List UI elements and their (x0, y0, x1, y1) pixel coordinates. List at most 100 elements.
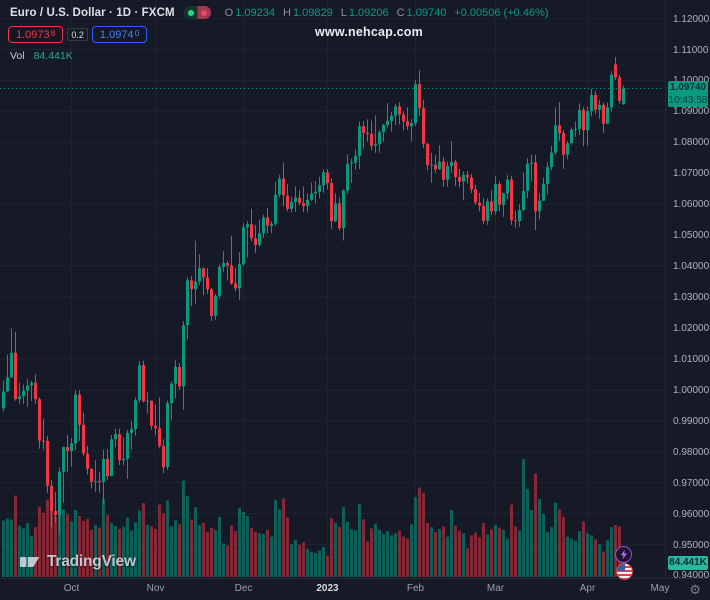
volume-bar (578, 531, 581, 577)
volume-bar (126, 517, 129, 577)
candle-body (382, 124, 385, 133)
volume-bar (110, 522, 113, 577)
price-tick: 0.97000 (673, 477, 710, 489)
us-flag-event-icon[interactable] (616, 563, 633, 580)
volume-bar (66, 514, 69, 577)
buy-sell-toggle[interactable] (183, 6, 211, 19)
candle-body (394, 106, 397, 116)
candle-body (482, 205, 485, 221)
candle-body (566, 143, 569, 155)
volume-value: 84.441K (33, 50, 73, 62)
volume-bar (270, 536, 273, 577)
volume-bar (530, 509, 533, 577)
lightning-event-icon[interactable] (615, 546, 632, 563)
candle-body (22, 390, 25, 397)
volume-bar (442, 526, 445, 577)
volume-bar (338, 527, 341, 577)
candle-body (118, 434, 121, 461)
candle-body (90, 468, 93, 482)
candle-body (246, 224, 249, 228)
candle-wick (387, 103, 388, 128)
volume-bar (30, 535, 33, 577)
gear-icon[interactable]: ⚙ (689, 582, 701, 597)
candle-wick (159, 397, 160, 449)
candle-body (194, 281, 197, 290)
volume-bar (502, 529, 505, 577)
candle-wick (55, 491, 56, 523)
price-axis[interactable]: 0.94000 0.95000 0.96000 0.97000 0.98000 0.990… (665, 0, 710, 581)
candle-body (42, 440, 45, 442)
volume-bar (474, 532, 477, 577)
candle-body (142, 365, 145, 402)
candle-wick (71, 438, 72, 467)
volume-bar (146, 525, 149, 577)
volume-bar (226, 545, 229, 577)
candle-body (46, 440, 49, 486)
price-tick: 1.07000 (673, 168, 710, 180)
candle-body (478, 202, 481, 206)
volume-bar (130, 530, 133, 577)
candle-body (522, 190, 525, 211)
candle-body (386, 120, 389, 125)
time-tick-may: May (650, 583, 670, 594)
candle-body (514, 220, 517, 222)
volume-bar (394, 533, 397, 577)
volume-bar (166, 500, 169, 577)
candle-body (106, 458, 109, 477)
candle-body (70, 443, 73, 452)
volume-bar (334, 522, 337, 577)
volume-bar (330, 518, 333, 577)
volume-bar (2, 520, 5, 577)
price-tick: 1.11000 (673, 44, 709, 56)
candle-wick (155, 404, 156, 436)
volume-bar (286, 517, 289, 577)
sell-price: 1.0973 (16, 29, 50, 41)
volume-bar (138, 510, 141, 577)
tradingview-logo[interactable]: TradingView (20, 553, 136, 571)
sell-button[interactable]: 1.0973 8 (8, 26, 64, 43)
time-axis[interactable]: Oct Nov Dec 2023 Feb Mar Apr May ⚙ (0, 578, 710, 600)
volume-bar (194, 507, 197, 577)
candle-body (74, 394, 77, 444)
candle-body (374, 144, 377, 146)
candle-body (586, 111, 589, 131)
volume-bar (410, 524, 413, 577)
candle-body (102, 458, 105, 482)
candle-body (230, 265, 233, 284)
volume-bar (546, 531, 549, 577)
candle-body (242, 227, 245, 265)
candle-wick (435, 155, 436, 173)
candle-body (170, 383, 173, 404)
candle-body (426, 143, 429, 166)
volume-bar (162, 513, 165, 577)
candle-wick (411, 119, 412, 142)
candle-body (582, 109, 585, 131)
candle-wick (311, 182, 312, 201)
candle-body (310, 193, 313, 200)
volume-bar (458, 530, 461, 577)
toggle-red-dot-icon (200, 9, 207, 16)
candle-body (486, 201, 489, 221)
candle-body (610, 74, 613, 108)
volume-bar (426, 522, 429, 577)
candle-body (190, 280, 193, 290)
volume-bar (78, 516, 81, 577)
volume-bar (190, 519, 193, 577)
volume-bar (142, 503, 145, 577)
candle-body (550, 152, 553, 168)
candle-body (158, 428, 161, 447)
candle-body (506, 179, 509, 194)
buy-button[interactable]: 1.0974 0 (91, 26, 148, 43)
candle-body (294, 197, 297, 203)
candle-body (490, 201, 493, 212)
candle-body (470, 177, 473, 190)
candle-body (290, 202, 293, 209)
low-label: L (340, 6, 347, 19)
candle-body (274, 194, 277, 224)
volume-bar (514, 526, 517, 577)
volume-bar (602, 551, 605, 577)
candle-body (26, 385, 29, 391)
symbol-title[interactable]: Euro / U.S. Dollar · 1D · FXCM (10, 6, 175, 19)
price-tick: 1.02000 (673, 322, 710, 334)
